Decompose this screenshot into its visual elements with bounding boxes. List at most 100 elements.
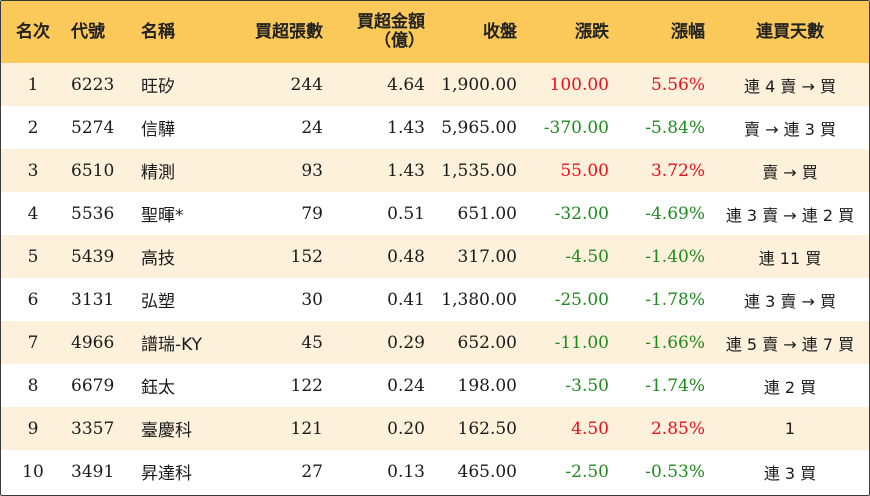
cell-name: 精測 <box>141 163 175 183</box>
table-row: 5 5439 高技 152 0.48 317.00 -4.50 -1.40% 連 11 買 <box>1 235 869 278</box>
cell-pct: -4.69% <box>645 203 705 224</box>
cell-change: 100.00 <box>549 74 609 95</box>
cell-code: 3131 <box>71 289 115 310</box>
header-net-amount-line1: 買超金額 <box>357 12 425 32</box>
cell-streak: 賣 → 連 3 買 <box>744 119 836 139</box>
cell-name: 譜瑞-KY <box>141 335 203 355</box>
cell-net-amount: 4.64 <box>387 74 425 95</box>
table-row: 10 3491 昇達科 27 0.13 465.00 -2.50 -0.53% 連 3 買 <box>1 450 869 493</box>
cell-close: 1,380.00 <box>441 289 517 310</box>
cell-net-lots: 121 <box>290 418 323 439</box>
cell-streak: 賣 → 買 <box>762 162 818 182</box>
cell-net-lots: 24 <box>301 117 323 138</box>
cell-streak: 連 3 賣 → 買 <box>744 291 836 311</box>
cell-net-lots: 152 <box>290 246 323 267</box>
cell-close: 651.00 <box>457 203 517 224</box>
header-net-amount-line2: （億） <box>374 31 425 51</box>
cell-net-amount: 0.13 <box>387 461 425 482</box>
cell-rank: 8 <box>27 375 39 396</box>
cell-streak: 1 <box>784 419 796 438</box>
header-streak: 連買天數 <box>756 21 824 42</box>
cell-change: -11.00 <box>554 332 609 353</box>
cell-net-lots: 79 <box>301 203 323 224</box>
cell-code: 5274 <box>71 117 115 138</box>
table-row: 4 5536 聖暉* 79 0.51 651.00 -32.00 -4.69% 連 3 賣 → … <box>1 192 869 235</box>
cell-streak: 連 3 買 <box>763 463 817 483</box>
cell-code: 5439 <box>71 246 115 267</box>
cell-rank: 2 <box>27 117 39 138</box>
cell-net-amount: 0.51 <box>387 203 425 224</box>
cell-pct: 2.85% <box>650 418 705 439</box>
cell-rank: 1 <box>27 74 39 95</box>
cell-pct: -5.84% <box>645 117 705 138</box>
cell-code: 3357 <box>71 418 115 439</box>
cell-rank: 10 <box>22 461 44 482</box>
cell-close: 1,900.00 <box>441 74 517 95</box>
table-row: 1 6223 旺矽 244 4.64 1,900.00 100.00 5.56% 連 4 賣 →… <box>1 63 869 106</box>
cell-net-amount: 0.48 <box>387 246 425 267</box>
cell-net-lots: 27 <box>301 461 323 482</box>
cell-pct: -1.78% <box>645 289 705 310</box>
cell-change: 55.00 <box>560 160 609 181</box>
cell-pct: 3.72% <box>650 160 705 181</box>
cell-pct: -1.74% <box>645 375 705 396</box>
cell-name: 旺矽 <box>141 77 175 97</box>
cell-net-amount: 0.29 <box>387 332 425 353</box>
cell-change: -2.50 <box>565 461 609 482</box>
cell-name: 高技 <box>141 249 175 269</box>
cell-close: 198.00 <box>457 375 517 396</box>
cell-pct: -1.66% <box>645 332 705 353</box>
cell-name: 昇達科 <box>141 464 192 484</box>
cell-name: 鈺太 <box>141 378 175 398</box>
header-net-amount: 買超金額 （億） <box>329 1 431 63</box>
cell-pct: -0.53% <box>645 461 705 482</box>
cell-code: 6510 <box>71 160 115 181</box>
cell-change: -370.00 <box>543 117 609 138</box>
header-rank: 名次 <box>16 21 50 42</box>
cell-change: -32.00 <box>554 203 609 224</box>
cell-change: 4.50 <box>571 418 609 439</box>
table-row: 8 6679 鈺太 122 0.24 198.00 -3.50 -1.74% 連 2 買 <box>1 364 869 407</box>
header-pct: 漲幅 <box>671 21 705 42</box>
cell-pct: -1.40% <box>645 246 705 267</box>
cell-rank: 4 <box>27 203 39 224</box>
cell-close: 162.50 <box>457 418 517 439</box>
header-row: 名次 代號 名稱 買超張數 買超金額 （億） 收盤 漲跌 漲幅 連買天數 <box>1 1 869 63</box>
cell-close: 652.00 <box>457 332 517 353</box>
cell-code: 6679 <box>71 375 115 396</box>
cell-close: 317.00 <box>457 246 517 267</box>
cell-code: 6223 <box>71 74 115 95</box>
cell-net-lots: 122 <box>290 375 323 396</box>
cell-name: 臺慶科 <box>141 421 192 441</box>
table-row: 2 5274 信驊 24 1.43 5,965.00 -370.00 -5.84% 賣 → 連 … <box>1 106 869 149</box>
header-change: 漲跌 <box>575 21 609 42</box>
header-code: 代號 <box>71 21 105 42</box>
cell-net-lots: 93 <box>301 160 323 181</box>
table-row: 9 3357 臺慶科 121 0.20 162.50 4.50 2.85% 1 <box>1 407 869 450</box>
cell-streak: 連 4 賣 → 買 <box>744 76 836 96</box>
cell-close: 1,535.00 <box>441 160 517 181</box>
cell-rank: 9 <box>27 418 39 439</box>
table-row: 3 6510 精測 93 1.43 1,535.00 55.00 3.72% 賣 → 買 <box>1 149 869 192</box>
cell-change: -4.50 <box>565 246 609 267</box>
cell-rank: 6 <box>27 289 39 310</box>
cell-streak: 連 3 賣 → 連 2 買 <box>725 205 855 225</box>
cell-net-amount: 1.43 <box>387 117 425 138</box>
cell-net-amount: 1.43 <box>387 160 425 181</box>
table-row: 6 3131 弘塑 30 0.41 1,380.00 -25.00 -1.78% 連 3 賣 →… <box>1 278 869 321</box>
cell-name: 聖暉* <box>141 206 184 226</box>
cell-code: 3491 <box>71 461 115 482</box>
cell-rank: 5 <box>27 246 39 267</box>
cell-change: -3.50 <box>565 375 609 396</box>
cell-streak: 連 2 買 <box>763 377 817 397</box>
cell-net-amount: 0.20 <box>387 418 425 439</box>
cell-net-lots: 30 <box>301 289 323 310</box>
header-net-lots: 買超張數 <box>255 21 323 42</box>
table-header: 名次 代號 名稱 買超張數 買超金額 （億） 收盤 漲跌 漲幅 連買天數 <box>1 1 869 63</box>
cell-rank: 7 <box>27 332 39 353</box>
cell-streak: 連 5 賣 → 連 7 買 <box>725 334 855 354</box>
header-name: 名稱 <box>141 21 175 42</box>
cell-close: 465.00 <box>457 461 517 482</box>
